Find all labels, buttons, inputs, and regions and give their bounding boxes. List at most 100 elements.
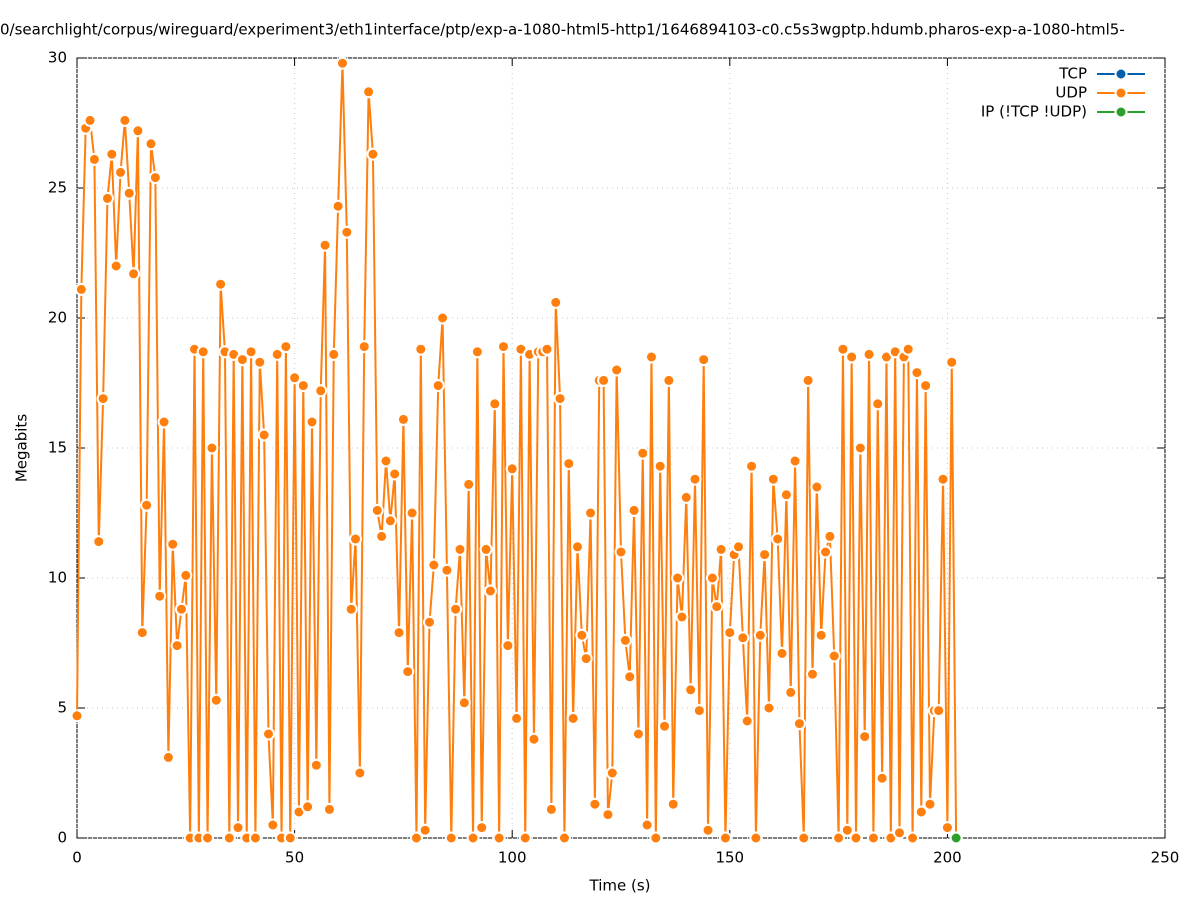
- point: [718, 831, 732, 845]
- point: [666, 797, 680, 811]
- point: [518, 831, 532, 845]
- point: [618, 633, 632, 647]
- point: [436, 311, 450, 325]
- y-tick-label: 5: [57, 699, 67, 717]
- point: [270, 347, 284, 361]
- legend-marker: [1114, 105, 1128, 119]
- point: [584, 506, 598, 520]
- point: [675, 610, 689, 624]
- y-tick-label: 30: [48, 49, 67, 67]
- point: [231, 821, 245, 835]
- point: [710, 600, 724, 614]
- point: [701, 823, 715, 837]
- point: [658, 719, 672, 733]
- point: [283, 831, 297, 845]
- point: [370, 503, 384, 517]
- point: [170, 639, 184, 653]
- point: [949, 831, 963, 845]
- point: [479, 542, 493, 556]
- point: [253, 355, 267, 369]
- point: [945, 355, 959, 369]
- point: [153, 589, 167, 603]
- point: [823, 529, 837, 543]
- point: [932, 704, 946, 718]
- legend-marker: [1114, 86, 1128, 100]
- point: [570, 540, 584, 554]
- point: [853, 441, 867, 455]
- point: [331, 199, 345, 213]
- point: [784, 685, 798, 699]
- point: [827, 649, 841, 663]
- x-tick-label: 0: [72, 849, 82, 867]
- point: [301, 800, 315, 814]
- point: [692, 704, 706, 718]
- point: [631, 727, 645, 741]
- point: [322, 802, 336, 816]
- point: [388, 467, 402, 481]
- point: [392, 626, 406, 640]
- point: [379, 454, 393, 468]
- point: [453, 542, 467, 556]
- point: [788, 454, 802, 468]
- point: [109, 259, 123, 273]
- point: [144, 137, 158, 151]
- point: [135, 626, 149, 640]
- point: [771, 532, 785, 546]
- point: [383, 514, 397, 528]
- y-axis-label: Megabits: [13, 414, 31, 482]
- point: [214, 277, 228, 291]
- point: [775, 646, 789, 660]
- point: [540, 342, 554, 356]
- point: [405, 506, 419, 520]
- point: [305, 415, 319, 429]
- point: [349, 532, 363, 546]
- x-tick-label: 150: [715, 849, 744, 867]
- point: [527, 732, 541, 746]
- point: [849, 831, 863, 845]
- legend-label: TCP: [1058, 65, 1087, 83]
- point: [457, 696, 471, 710]
- y-tick-label: 25: [48, 179, 67, 197]
- x-tick-label: 50: [285, 849, 304, 867]
- point: [866, 831, 880, 845]
- point: [335, 56, 349, 70]
- point: [679, 490, 693, 504]
- point: [470, 345, 484, 359]
- point: [427, 558, 441, 572]
- point: [174, 602, 188, 616]
- point: [114, 165, 128, 179]
- point: [127, 267, 141, 281]
- point: [318, 238, 332, 252]
- point: [279, 340, 293, 354]
- point: [166, 537, 180, 551]
- point: [893, 826, 907, 840]
- point: [440, 563, 454, 577]
- x-tick-label: 200: [933, 849, 962, 867]
- point: [801, 373, 815, 387]
- point: [418, 823, 432, 837]
- point: [340, 225, 354, 239]
- point: [423, 615, 437, 629]
- point: [605, 766, 619, 780]
- point: [562, 457, 576, 471]
- point: [248, 831, 262, 845]
- point: [901, 342, 915, 356]
- point: [819, 545, 833, 559]
- point: [814, 628, 828, 642]
- point: [296, 379, 310, 393]
- point: [858, 730, 872, 744]
- point: [588, 797, 602, 811]
- point: [936, 472, 950, 486]
- point: [161, 750, 175, 764]
- point: [623, 670, 637, 684]
- point: [614, 545, 628, 559]
- point: [923, 797, 937, 811]
- point: [697, 353, 711, 367]
- point: [753, 628, 767, 642]
- point: [196, 345, 210, 359]
- point: [758, 548, 772, 562]
- legend-label: UDP: [1055, 84, 1087, 102]
- point: [505, 462, 519, 476]
- point: [257, 428, 271, 442]
- point: [309, 758, 323, 772]
